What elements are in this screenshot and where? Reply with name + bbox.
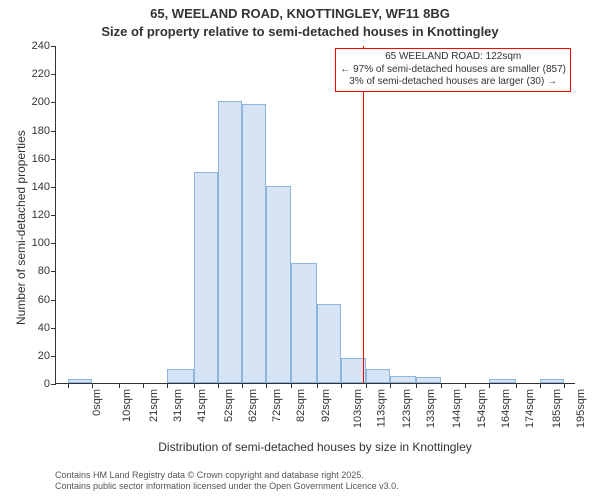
y-tick-mark <box>51 328 56 329</box>
x-tick-label: 195sqm <box>575 389 587 428</box>
y-tick-mark <box>51 215 56 216</box>
x-tick-mark <box>341 383 342 388</box>
histogram-bar <box>291 263 318 383</box>
x-tick-mark <box>465 383 466 388</box>
y-tick-mark <box>51 159 56 160</box>
annotation-line: 65 WEELAND ROAD: 122sqm <box>340 51 566 64</box>
chart-title-main: 65, WEELAND ROAD, KNOTTINGLEY, WF11 8BG <box>0 6 600 21</box>
x-tick-mark <box>390 383 391 388</box>
histogram-bar <box>489 379 516 383</box>
y-tick-mark <box>51 243 56 244</box>
y-tick-mark <box>51 131 56 132</box>
x-tick-mark <box>366 383 367 388</box>
chart-title-sub: Size of property relative to semi-detach… <box>0 24 600 39</box>
x-tick-mark <box>441 383 442 388</box>
annotation-line: ← 97% of semi-detached houses are smalle… <box>340 64 566 77</box>
x-tick-label: 41sqm <box>196 389 208 422</box>
histogram-bar <box>341 358 365 383</box>
x-tick-label: 92sqm <box>320 389 332 422</box>
x-tick-label: 185sqm <box>551 389 563 428</box>
histogram-bar <box>390 376 417 383</box>
x-tick-mark <box>516 383 517 388</box>
histogram-bar <box>194 172 218 383</box>
x-tick-mark <box>489 383 490 388</box>
x-tick-mark <box>242 383 243 388</box>
histogram-bar <box>68 379 92 383</box>
histogram-bar <box>540 379 564 383</box>
histogram-bar <box>317 304 341 383</box>
x-axis-title: Distribution of semi-detached houses by … <box>55 440 575 454</box>
x-tick-label: 62sqm <box>247 389 259 422</box>
x-tick-label: 21sqm <box>148 389 160 422</box>
x-tick-mark <box>119 383 120 388</box>
annotation-line: 3% of semi-detached houses are larger (3… <box>340 76 566 89</box>
x-tick-mark <box>291 383 292 388</box>
y-tick-mark <box>51 74 56 75</box>
x-tick-label: 82sqm <box>295 389 307 422</box>
chart-stage: 65, WEELAND ROAD, KNOTTINGLEY, WF11 8BG … <box>0 0 600 500</box>
x-tick-mark <box>92 383 93 388</box>
histogram-bar <box>242 104 266 383</box>
y-tick-mark <box>51 187 56 188</box>
y-tick-mark <box>51 300 56 301</box>
x-tick-label: 154sqm <box>476 389 488 428</box>
x-tick-label: 174sqm <box>524 389 536 428</box>
y-tick-mark <box>51 356 56 357</box>
x-tick-mark <box>564 383 565 388</box>
y-tick-mark <box>51 102 56 103</box>
x-tick-label: 52sqm <box>223 389 235 422</box>
y-axis-title: Number of semi-detached properties <box>14 130 28 325</box>
histogram-bar <box>167 369 194 383</box>
reference-line <box>363 46 364 383</box>
histogram-bar <box>266 186 290 383</box>
plot-area: 0204060801001201401601802002202400sqm10s… <box>55 46 575 384</box>
x-tick-mark <box>416 383 417 388</box>
x-tick-label: 0sqm <box>91 389 103 416</box>
x-tick-label: 164sqm <box>500 389 512 428</box>
footer-line: Contains public sector information licen… <box>55 481 399 492</box>
x-tick-label: 31sqm <box>172 389 184 422</box>
x-tick-mark <box>540 383 541 388</box>
x-tick-label: 123sqm <box>401 389 413 428</box>
y-tick-mark <box>51 271 56 272</box>
y-tick-mark <box>51 384 56 385</box>
y-tick-mark <box>51 46 56 47</box>
histogram-bar <box>366 369 390 383</box>
x-tick-label: 72sqm <box>271 389 283 422</box>
x-tick-label: 10sqm <box>121 389 133 422</box>
chart-footer: Contains HM Land Registry data © Crown c… <box>55 470 399 493</box>
annotation-box: 65 WEELAND ROAD: 122sqm← 97% of semi-det… <box>335 48 571 92</box>
x-tick-mark <box>143 383 144 388</box>
x-tick-label: 133sqm <box>425 389 437 428</box>
histogram-bar <box>416 377 440 383</box>
x-tick-mark <box>194 383 195 388</box>
x-tick-mark <box>266 383 267 388</box>
x-tick-mark <box>218 383 219 388</box>
x-tick-label: 103sqm <box>352 389 364 428</box>
x-tick-mark <box>317 383 318 388</box>
footer-line: Contains HM Land Registry data © Crown c… <box>55 470 399 481</box>
x-tick-mark <box>68 383 69 388</box>
x-tick-label: 113sqm <box>376 389 388 427</box>
x-tick-mark <box>167 383 168 388</box>
x-tick-label: 144sqm <box>452 389 464 428</box>
histogram-bar <box>218 101 242 383</box>
